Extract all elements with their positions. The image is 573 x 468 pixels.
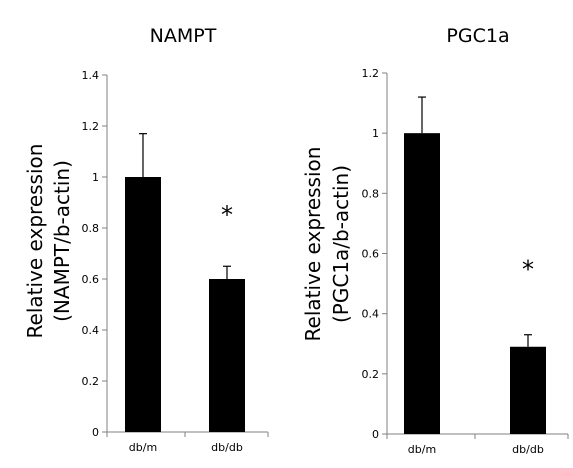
y-axis-label: Relative expression — [301, 147, 325, 342]
x-category-label: db/m — [408, 443, 436, 456]
pgc1a-chart-panel: PGC1a Relative expression (PGC1a/b-actin) 0… — [301, 25, 569, 456]
nampt-chart-panel: NAMPT Relative expression (NAMPT/b-actin) 0… — [23, 25, 269, 454]
bar-db-m — [404, 133, 440, 434]
bar-db-db — [209, 279, 245, 432]
y-tick-label: 0 — [92, 426, 99, 439]
y-tick-label: 1 — [92, 171, 99, 184]
x-category-label: db/db — [512, 443, 544, 456]
significance-marker: * — [522, 256, 534, 284]
y-tick-label: 1.2 — [82, 120, 100, 133]
x-category-label: db/m — [129, 441, 157, 454]
bar-db-db — [510, 346, 546, 434]
y-tick-label: 0.6 — [362, 248, 380, 261]
y-tick-label: 1 — [372, 127, 379, 140]
y-tick-label: 0.4 — [362, 308, 380, 321]
y-tick-label: 0.8 — [82, 222, 100, 235]
y-tick-label: 0.2 — [362, 368, 380, 381]
chart-title: PGC1a — [446, 25, 509, 47]
y-axis-label: Relative expression — [23, 144, 47, 339]
chart-title: NAMPT — [150, 25, 217, 47]
y-tick-label: 1.2 — [362, 67, 380, 80]
y-tick-label: 0.6 — [82, 273, 100, 286]
y-axis-label: (NAMPT/b-actin) — [50, 160, 74, 322]
bar-db-m — [125, 177, 161, 432]
y-tick-label: 0.2 — [82, 375, 100, 388]
y-axis-label: (PGC1a/b-actin) — [329, 165, 353, 323]
y-tick-label: 1.4 — [82, 69, 100, 82]
y-tick-label: 0 — [372, 428, 379, 441]
significance-marker: * — [221, 201, 233, 229]
y-tick-label: 0.4 — [82, 324, 100, 337]
x-category-label: db/db — [211, 441, 243, 454]
y-tick-label: 0.8 — [362, 187, 380, 200]
